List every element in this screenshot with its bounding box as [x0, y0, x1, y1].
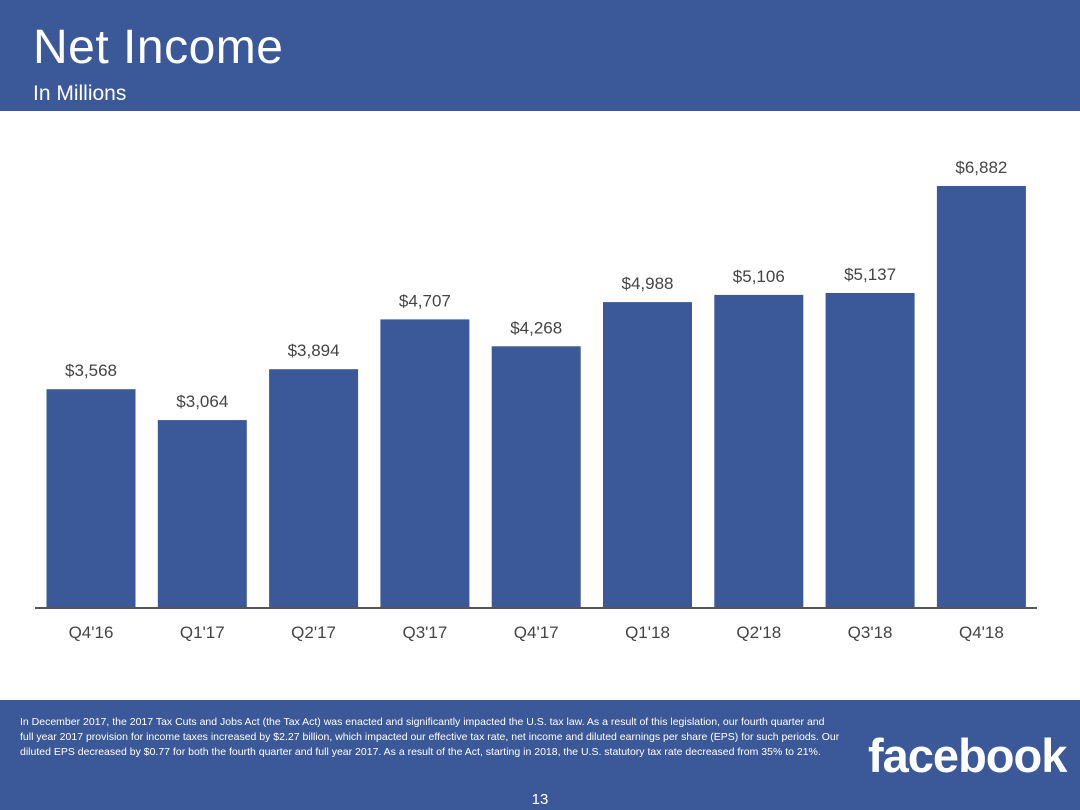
value-label: $3,894: [288, 341, 340, 360]
page-subtitle: In Millions: [33, 82, 127, 105]
net-income-bar-chart: $3,568 $3,064 $3,894 $4,707 $4,268 $4,988 $5,1…: [35, 158, 1037, 642]
header-banner: Net Income In Millions: [0, 0, 1080, 111]
category-label: Q1'18: [625, 623, 670, 642]
value-label: $4,988: [622, 274, 674, 293]
value-label: $5,137: [844, 265, 896, 284]
bars-group: [46, 186, 1026, 608]
value-label: $3,568: [65, 361, 117, 380]
facebook-logo: facebook: [868, 729, 1067, 782]
value-label: $6,882: [955, 158, 1007, 177]
page-title: Net Income: [33, 21, 284, 74]
category-label: Q4'18: [959, 623, 1004, 642]
value-labels-group: $3,568 $3,064 $3,894 $4,707 $4,268 $4,988 $5,1…: [65, 158, 1007, 411]
footer-banner: In December 2017, the 2017 Tax Cuts and …: [0, 700, 1080, 810]
bar-Q4'16: [46, 389, 136, 608]
category-label: Q3'18: [848, 623, 893, 642]
page-number: 13: [531, 791, 549, 808]
category-label: Q2'18: [736, 623, 781, 642]
bar-Q2'18: [714, 294, 804, 608]
bar-Q1'18: [603, 302, 692, 608]
bar-Q3'18: [825, 293, 915, 608]
value-label: $4,268: [510, 318, 562, 337]
value-label: $3,064: [176, 392, 228, 411]
bar-Q2'17: [269, 369, 359, 608]
bar-Q1'17: [157, 420, 247, 608]
category-label: Q2'17: [291, 623, 336, 642]
bar-Q4'17: [491, 346, 581, 608]
category-label: Q4'17: [514, 623, 559, 642]
value-label: $5,106: [733, 267, 785, 286]
value-label: $4,707: [399, 291, 451, 310]
category-label: Q3'17: [402, 623, 447, 642]
category-labels-group: Q4'16 Q1'17 Q2'17 Q3'17 Q4'17 Q1'18 Q2'18 Q3'18…: [69, 623, 1004, 642]
bar-Q3'17: [380, 319, 470, 608]
tax-act-footnote: In December 2017, the 2017 Tax Cuts and …: [20, 716, 840, 758]
category-label: Q4'16: [69, 623, 114, 642]
bar-Q4'18: [936, 186, 1026, 608]
category-label: Q1'17: [180, 623, 225, 642]
